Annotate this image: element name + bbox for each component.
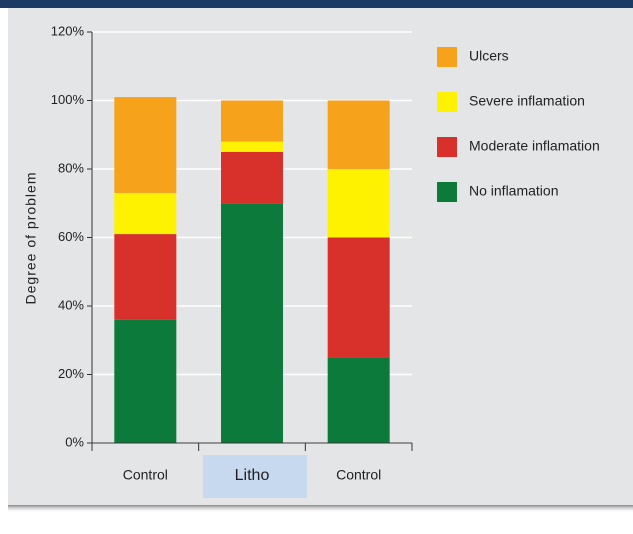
legend-label: Severe inflamation (469, 93, 585, 109)
y-tick-label: 0% (65, 434, 84, 449)
bar-segment (221, 141, 283, 152)
x-tick-label: Control (123, 467, 168, 483)
legend-swatch (437, 92, 457, 112)
y-tick-label: 60% (58, 229, 84, 244)
bar-segment (327, 357, 390, 443)
legend-swatch (437, 182, 457, 202)
legend-swatch (437, 47, 457, 67)
top-band (0, 0, 633, 8)
bar-segment (221, 100, 283, 142)
bar-segment (114, 234, 177, 320)
y-tick-label: 40% (58, 297, 84, 312)
legend-label: Moderate inflamation (469, 138, 600, 154)
plot-background (8, 8, 633, 505)
legend-swatch (437, 137, 457, 157)
legend-label: Ulcers (469, 48, 509, 64)
y-tick-label: 120% (51, 23, 85, 38)
bar-segment (114, 319, 177, 443)
y-tick-label: 80% (58, 160, 84, 175)
bar-segment (221, 151, 283, 204)
shadow (8, 505, 633, 513)
bar-segment (327, 237, 390, 358)
bar-segment (327, 100, 390, 169)
x-tick-label: Litho (235, 467, 270, 484)
bar-segment (114, 192, 177, 235)
bar-segment (114, 97, 177, 193)
y-tick-label: 20% (58, 366, 84, 381)
bar-segment (327, 169, 390, 238)
bar-segment (221, 203, 283, 443)
legend-label: No inflamation (469, 183, 559, 199)
y-tick-label: 100% (51, 92, 85, 107)
y-axis-label: Degree of problem (23, 172, 39, 305)
x-tick-label: Control (336, 467, 381, 483)
highlight-box (203, 455, 307, 498)
